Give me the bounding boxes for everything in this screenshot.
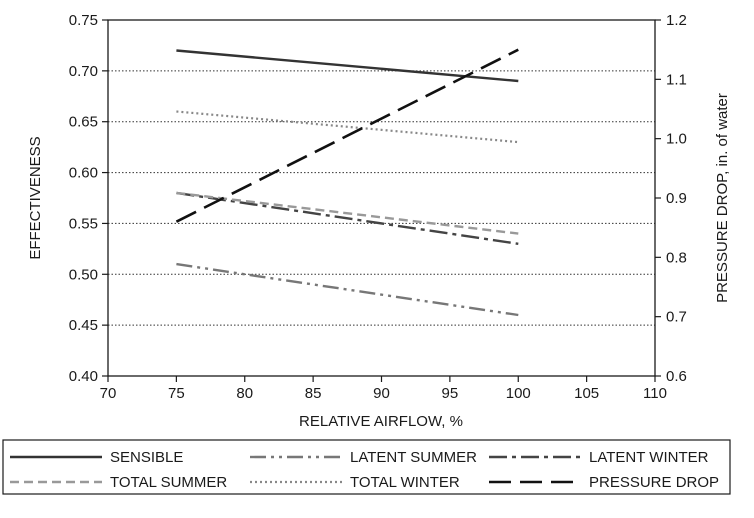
x-tick-label: 70	[100, 385, 117, 402]
x-tick-label: 95	[442, 385, 459, 402]
series-line-sensible	[176, 49, 519, 83]
x-tick-label: 100	[506, 385, 531, 402]
series-line-pressure-drop	[175, 48, 519, 223]
y2-tick-label: 1.1	[666, 71, 687, 88]
series-lines	[175, 48, 519, 317]
legend-label-latent-winter: LATENT WINTER	[589, 449, 709, 466]
series-line-latent-summer	[176, 262, 519, 317]
y2-tick-label: 1.0	[666, 131, 687, 148]
y-tick-label: 0.55	[69, 215, 98, 232]
axis-ticks: 70 75 80 85 90 95 100 105 110 0.40 0.45 0.50 0.55 0.6…	[69, 12, 687, 402]
y-tick-label: 0.75	[69, 12, 98, 29]
legend-label-pressure-drop: PRESSURE DROP	[589, 474, 719, 491]
x-axis-label: RELATIVE AIRFLOW, %	[299, 413, 463, 430]
y-tick-label: 0.70	[69, 63, 98, 80]
legend-box	[2, 439, 731, 495]
x-tick-label: 80	[236, 385, 253, 402]
x-tick-label: 85	[305, 385, 322, 402]
y-tick-label: 0.60	[69, 165, 98, 182]
y-axis-label: EFFECTIVENESS	[27, 136, 44, 259]
y-tick-label: 0.65	[69, 114, 98, 131]
y2-tick-label: 0.9	[666, 190, 687, 207]
legend: SENSIBLE LATENT SUMMER LATENT WINTER TOTAL …	[2, 439, 731, 495]
legend-label-total-winter: TOTAL WINTER	[350, 474, 460, 491]
grid-lines	[108, 70, 655, 326]
series-line-latent-winter	[176, 191, 519, 245]
y2-tick-label: 0.6	[666, 368, 687, 385]
y2-axis-label: PRESSURE DROP, in. of water	[714, 93, 731, 303]
x-tick-label: 105	[574, 385, 599, 402]
x-tick-label: 75	[168, 385, 185, 402]
y-tick-label: 0.40	[69, 368, 98, 385]
y2-tick-label: 0.7	[666, 309, 687, 326]
legend-label-sensible: SENSIBLE	[110, 449, 183, 466]
y-tick-label: 0.45	[69, 317, 98, 334]
plot-frame	[107, 19, 656, 377]
series-line-total-winter	[176, 110, 519, 144]
series-line-total-summer	[176, 191, 519, 235]
legend-label-latent-summer: LATENT SUMMER	[350, 449, 477, 466]
y2-tick-label: 1.2	[666, 12, 687, 29]
x-tick-label: 110	[643, 385, 667, 402]
y-tick-label: 0.50	[69, 266, 98, 283]
y2-tick-label: 0.8	[666, 249, 687, 266]
legend-label-total-summer: TOTAL SUMMER	[110, 474, 227, 491]
x-tick-label: 90	[373, 385, 390, 402]
